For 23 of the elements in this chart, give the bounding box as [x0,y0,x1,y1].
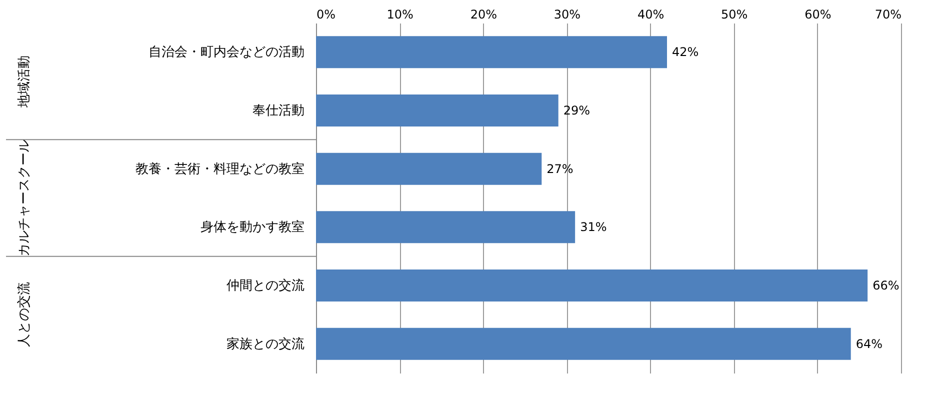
data-label: 27% [546,162,574,176]
data-label: 66% [872,278,900,292]
y-tick-label: 身体を動かす教室 [200,219,304,236]
text: 人との交流 [16,282,32,348]
text: カルチャースクール [17,140,32,256]
data-label: 29% [563,104,590,118]
x-tick-label: 70% [874,8,902,22]
y-tick-label: 仲間との交流 [226,278,304,294]
x-tick-label: 0% [316,8,336,22]
x-tick-label: 40% [637,8,664,22]
data-label: 64% [856,336,883,351]
x-tick-label: 10% [386,8,414,22]
y-tick-label: 自治会・町内会などの活動 [148,45,304,60]
y-tick-label: 家族との交流 [226,336,304,352]
y-tick-label: 教養・芸術・料理などの教室 [136,160,304,177]
x-tick-label: 30% [554,8,581,22]
y-tick-label: 奉仕活動 [252,104,304,118]
data-label: 31% [580,220,607,234]
x-tick-label: 60% [804,8,832,22]
x-tick-label: 50% [721,8,748,22]
data-label: 42% [672,45,699,60]
x-tick-label: 20% [470,8,497,22]
text: 地域活動 [17,55,32,108]
